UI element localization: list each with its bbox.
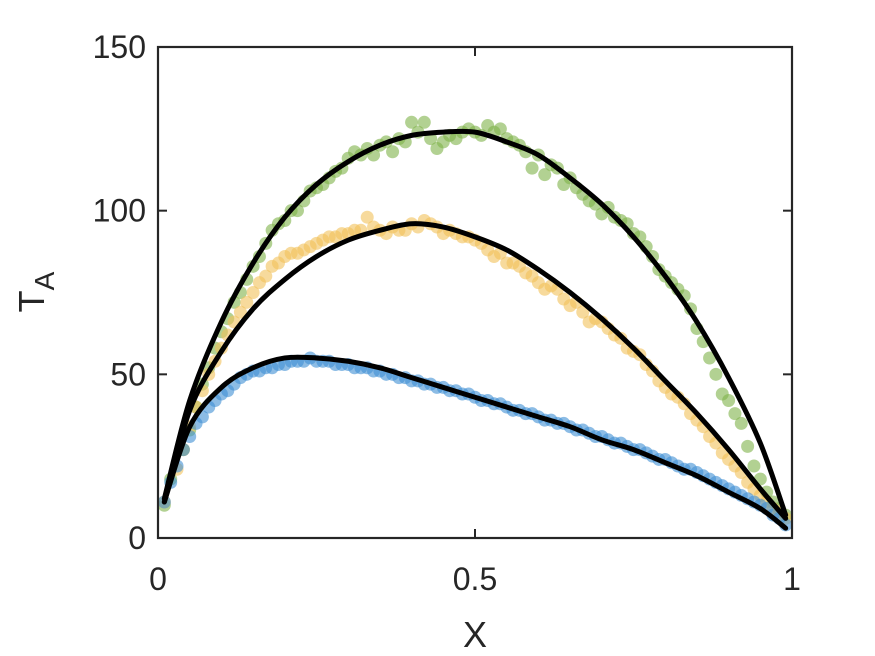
x-tick-label: 0 xyxy=(149,561,167,597)
data-point-series-1 xyxy=(525,161,539,175)
data-point-series-1 xyxy=(493,122,507,136)
data-point-series-2 xyxy=(240,295,254,309)
fit-curve-series-3 xyxy=(161,354,789,531)
data-point-series-1 xyxy=(417,115,431,129)
fit-curve-series-2 xyxy=(161,221,789,521)
data-point-series-1 xyxy=(703,351,717,365)
data-point-series-2 xyxy=(576,305,590,319)
data-point-series-1 xyxy=(734,416,748,430)
y-axis-label-main: T xyxy=(11,290,52,312)
fit-curve-series-1 xyxy=(161,128,789,518)
x-tick-label: 1 xyxy=(783,561,801,597)
data-point-series-1 xyxy=(722,394,736,408)
data-point-series-1 xyxy=(709,367,723,381)
x-axis-label: X xyxy=(463,614,487,655)
y-axis-label: TA xyxy=(11,271,60,312)
data-point-series-1 xyxy=(747,459,761,473)
y-axis-label-subscript: A xyxy=(29,271,60,290)
data-point-series-1 xyxy=(405,115,419,129)
data-point-series-1 xyxy=(386,145,400,159)
fit-curves xyxy=(161,128,789,531)
data-point-series-1 xyxy=(538,168,552,182)
svg-text:TA: TA xyxy=(11,271,60,312)
y-tick-label: 100 xyxy=(93,193,146,229)
x-tick-label: 0.5 xyxy=(453,561,497,597)
data-point-series-1 xyxy=(741,439,755,453)
y-tick-label: 0 xyxy=(128,520,146,556)
data-point-series-2 xyxy=(246,286,260,299)
data-point-series-2 xyxy=(259,269,273,283)
y-tick-label: 150 xyxy=(93,29,146,65)
data-point-series-2 xyxy=(360,210,374,224)
y-tick-label: 50 xyxy=(110,356,146,392)
axis-ticks: 0 0.5 1 0 50 100 150 xyxy=(93,29,801,597)
data-point-series-2 xyxy=(233,305,247,319)
data-point-series-1 xyxy=(728,407,742,421)
